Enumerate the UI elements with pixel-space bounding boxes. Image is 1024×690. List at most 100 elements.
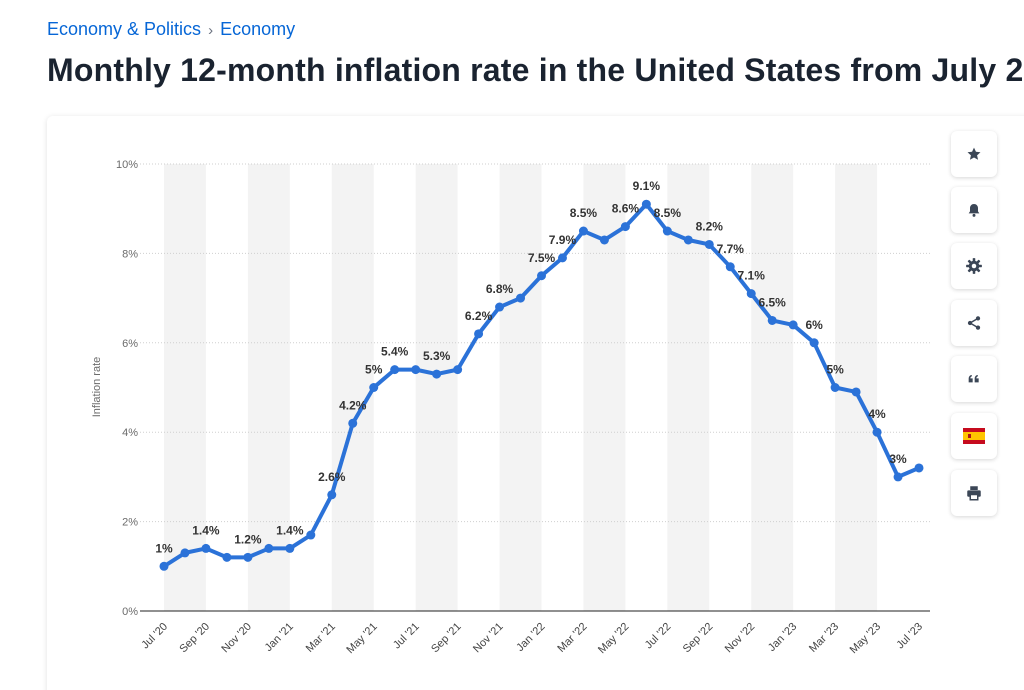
data-point [201,543,211,553]
data-label: 5% [365,363,383,377]
x-tick-label: Sep '20 [177,621,212,656]
data-point [243,552,253,562]
favorite-button[interactable] [951,131,997,177]
data-point [578,226,588,236]
y-axis-label: Inflation rate [91,357,103,418]
data-point [180,548,190,558]
x-tick-label: Nov '21 [471,621,506,656]
data-label: 4.2% [339,398,367,412]
data-point [914,463,924,473]
y-tick-label: 4% [122,427,138,439]
x-tick-label: May '23 [848,621,883,656]
data-label: 6.2% [465,309,493,323]
data-label: 5.4% [381,345,409,359]
data-point [620,222,630,232]
chart-stripe [499,164,542,611]
data-point [746,289,756,299]
x-tick-label: May '22 [596,621,631,656]
data-point [306,530,316,540]
data-label: 5.3% [423,349,451,363]
data-label: 7.7% [717,242,745,256]
data-point [390,365,400,375]
data-label: 7.9% [549,233,577,247]
data-label: 1% [155,541,173,555]
chart-stripe [247,164,290,611]
data-label: 2.6% [318,470,346,484]
data-point [851,387,861,397]
data-point [725,262,735,272]
data-label: 1.4% [192,523,220,537]
data-point [537,271,546,281]
cite-button[interactable] [951,356,997,402]
chart-stripe [164,164,206,611]
data-label: 6.5% [759,295,787,309]
data-label: 1.2% [234,532,262,546]
data-point [474,329,484,339]
y-tick-label: 8% [122,248,138,260]
data-point [453,365,463,375]
data-point [369,383,379,392]
x-tick-label: Sep '22 [681,621,716,656]
data-point [809,338,819,348]
notification-button[interactable] [951,187,997,233]
data-label: 7.5% [528,251,556,265]
data-point [788,320,798,330]
x-tick-label: Nov '22 [723,621,758,656]
y-tick-label: 0% [122,606,138,618]
print-button[interactable] [951,470,997,516]
breadcrumb: Economy & Politics › Economy [47,19,295,40]
bell-icon [968,204,980,217]
star-icon [967,147,981,160]
data-point [641,199,651,209]
chart-stripe [751,164,794,611]
x-tick-label: Jul '21 [391,621,422,652]
data-point [327,490,337,500]
share-button[interactable] [951,300,997,346]
breadcrumb-item-economy[interactable]: Economy [220,19,296,39]
data-label: 6.8% [486,282,514,296]
data-point [222,552,232,562]
data-point [767,315,777,325]
x-tick-label: Jan '23 [766,621,799,654]
data-point [704,239,714,249]
data-point [872,427,882,437]
language-button[interactable] [951,413,997,459]
data-label: 8.6% [612,202,640,216]
y-tick-label: 10% [116,159,138,171]
spain-flag-icon [963,428,985,444]
x-tick-label: Jan '21 [263,621,296,654]
data-point [516,293,526,303]
y-tick-label: 2% [122,517,138,529]
data-label: 8.5% [654,206,682,220]
data-point [159,561,169,571]
data-label: 3% [889,452,907,466]
breadcrumb-separator: › [208,22,214,39]
x-tick-label: Sep '21 [429,621,464,656]
x-tick-label: Jul '22 [643,621,674,652]
data-point [662,226,672,236]
data-point [348,418,358,428]
x-tick-label: Jul '20 [139,621,170,652]
share-icon [967,316,981,330]
data-point [285,543,295,553]
gear-icon [966,258,982,274]
x-tick-label: Nov '20 [219,621,254,656]
x-tick-label: Jan '22 [514,621,547,654]
quote-icon [968,375,979,383]
chart-stripe [331,164,374,611]
data-point [683,235,693,245]
data-label: 1.4% [276,523,304,537]
data-point [264,543,274,553]
data-point [557,253,567,263]
breadcrumb-item-economy-politics[interactable]: Economy & Politics [47,19,202,39]
data-point [893,472,903,482]
data-point [495,302,505,312]
data-point [599,235,609,245]
data-label: 8.2% [696,219,724,233]
data-point [830,383,840,392]
settings-button[interactable] [951,243,997,289]
data-label: 6% [805,318,823,332]
x-tick-label: May '21 [344,621,379,656]
